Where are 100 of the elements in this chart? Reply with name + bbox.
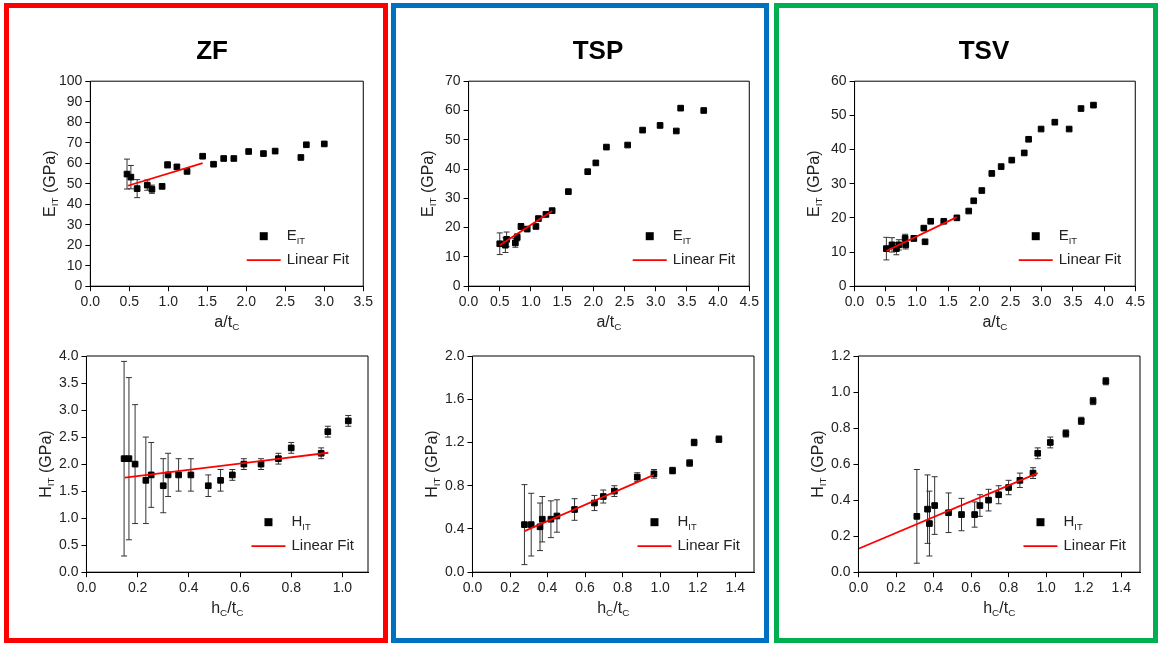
y-tick-label: 0: [452, 277, 461, 294]
x-tick-label: 0.2: [127, 579, 148, 596]
y-tick-label: 50: [66, 174, 83, 191]
x-tick-label: 1.5: [552, 293, 573, 310]
x-tick-label: 1.4: [725, 579, 746, 596]
legend-label: Linear Fit: [291, 536, 355, 554]
x-tick-label: 0.0: [80, 293, 101, 310]
y-tick-label: 1.2: [830, 346, 851, 363]
x-tick-label: 1.5: [197, 293, 218, 310]
y-tick-label: 2.5: [58, 427, 79, 444]
x-tick-label: 4.5: [739, 293, 760, 310]
legend-label: Linear Fit: [1063, 536, 1127, 554]
y-tick-label: 0.5: [58, 536, 79, 553]
chart-title: TSP: [572, 34, 624, 65]
x-tick-label: 3.0: [314, 293, 335, 310]
x-tick-label: 1.0: [332, 579, 353, 596]
y-tick-label: 0.2: [830, 527, 851, 544]
y-tick-label: 1.0: [58, 509, 79, 526]
y-tick-label: 30: [66, 215, 83, 232]
y-tick-label: 50: [444, 130, 461, 147]
x-tick-label: 0.4: [179, 579, 199, 596]
y-axis-title: HIT (GPa): [36, 430, 57, 498]
y-tick-label: 40: [830, 140, 847, 157]
x-tick-label: 1.0: [650, 579, 671, 596]
chart-title: TSV: [958, 34, 1010, 65]
y-tick-label: 4.0: [58, 346, 79, 363]
y-tick-label: 60: [66, 154, 83, 171]
x-tick-label: 1.0: [907, 293, 927, 310]
y-tick-label: 90: [66, 92, 83, 109]
x-tick-label: 2.5: [614, 293, 635, 310]
x-tick-label: 0.2: [500, 579, 520, 596]
y-axis-title: HIT (GPa): [422, 430, 443, 498]
y-tick-label: 0: [74, 277, 83, 294]
x-tick-label: 0.5: [119, 293, 140, 310]
y-axis-title: EIT (GPa): [40, 150, 61, 217]
x-tick-label: 0.0: [844, 293, 865, 310]
y-tick-label: 20: [66, 236, 83, 253]
y-tick-label: 10: [66, 256, 83, 273]
x-tick-label: 0.4: [537, 579, 558, 596]
x-tick-label: 3.0: [1031, 293, 1052, 310]
y-tick-label: 0.0: [830, 563, 851, 580]
chart-title: ZF: [196, 34, 228, 65]
y-tick-label: 60: [830, 72, 847, 89]
x-tick-label: 1.2: [687, 579, 708, 596]
y-axis-title: HIT (GPa): [808, 430, 829, 498]
x-tick-label: 1.0: [1036, 579, 1057, 596]
y-tick-label: 100: [59, 72, 83, 89]
legend-label: Linear Fit: [1058, 250, 1123, 268]
y-tick-label: 2.0: [444, 346, 465, 363]
x-tick-label: 1.5: [938, 293, 959, 310]
y-tick-label: 0.0: [58, 563, 79, 580]
x-tick-label: 2.0: [236, 293, 257, 310]
y-tick-label: 20: [830, 208, 847, 225]
y-tick-label: 0.8: [444, 476, 465, 493]
x-tick-label: 1.4: [1111, 579, 1132, 596]
x-tick-label: 3.5: [353, 293, 374, 310]
x-tick-label: 2.5: [1000, 293, 1021, 310]
y-tick-label: 20: [444, 218, 461, 235]
x-tick-label: 3.0: [645, 293, 666, 310]
y-tick-label: 50: [830, 106, 847, 123]
x-tick-label: 4.5: [1125, 293, 1146, 310]
y-tick-label: 30: [830, 174, 847, 191]
y-tick-label: 1.0: [830, 382, 851, 399]
y-tick-label: 10: [444, 247, 461, 264]
y-tick-label: 40: [444, 159, 461, 176]
x-tick-label: 0.6: [961, 579, 982, 596]
x-tick-label: 0.8: [612, 579, 633, 596]
y-axis-title: EIT (GPa): [804, 150, 825, 217]
x-tick-label: 0.6: [575, 579, 596, 596]
y-tick-label: 0.4: [444, 519, 465, 536]
y-tick-label: 70: [66, 133, 83, 150]
y-tick-label: 0.6: [830, 454, 851, 471]
y-tick-label: 60: [444, 101, 461, 118]
x-tick-label: 1.0: [158, 293, 179, 310]
x-tick-label: 1.2: [1073, 579, 1094, 596]
y-tick-label: 30: [444, 189, 461, 206]
x-tick-label: 0.5: [490, 293, 510, 310]
y-tick-label: 0.8: [830, 418, 851, 435]
y-tick-label: 0.4: [830, 490, 851, 507]
x-tick-label: 2.0: [583, 293, 604, 310]
y-tick-label: 1.6: [444, 390, 465, 407]
x-tick-label: 0.8: [281, 579, 302, 596]
y-tick-label: 3.0: [58, 400, 79, 417]
x-tick-label: 0.8: [998, 579, 1019, 596]
x-tick-label: 0.0: [462, 579, 483, 596]
y-tick-label: 1.2: [444, 433, 465, 450]
y-tick-label: 1.5: [58, 481, 79, 498]
x-tick-label: 2.0: [969, 293, 990, 310]
y-tick-label: 2.0: [58, 454, 79, 471]
y-tick-label: 3.5: [58, 373, 79, 390]
y-tick-label: 70: [444, 72, 461, 89]
x-tick-label: 3.5: [677, 293, 697, 310]
x-tick-label: 3.5: [1063, 293, 1083, 310]
x-tick-label: 0.0: [848, 579, 869, 596]
x-tick-label: 4.0: [1094, 293, 1115, 310]
x-tick-label: 0.6: [230, 579, 250, 596]
y-tick-label: 10: [830, 242, 847, 259]
y-tick-label: 0.0: [444, 563, 465, 580]
y-tick-label: 0: [838, 277, 847, 294]
y-tick-label: 40: [66, 195, 83, 212]
